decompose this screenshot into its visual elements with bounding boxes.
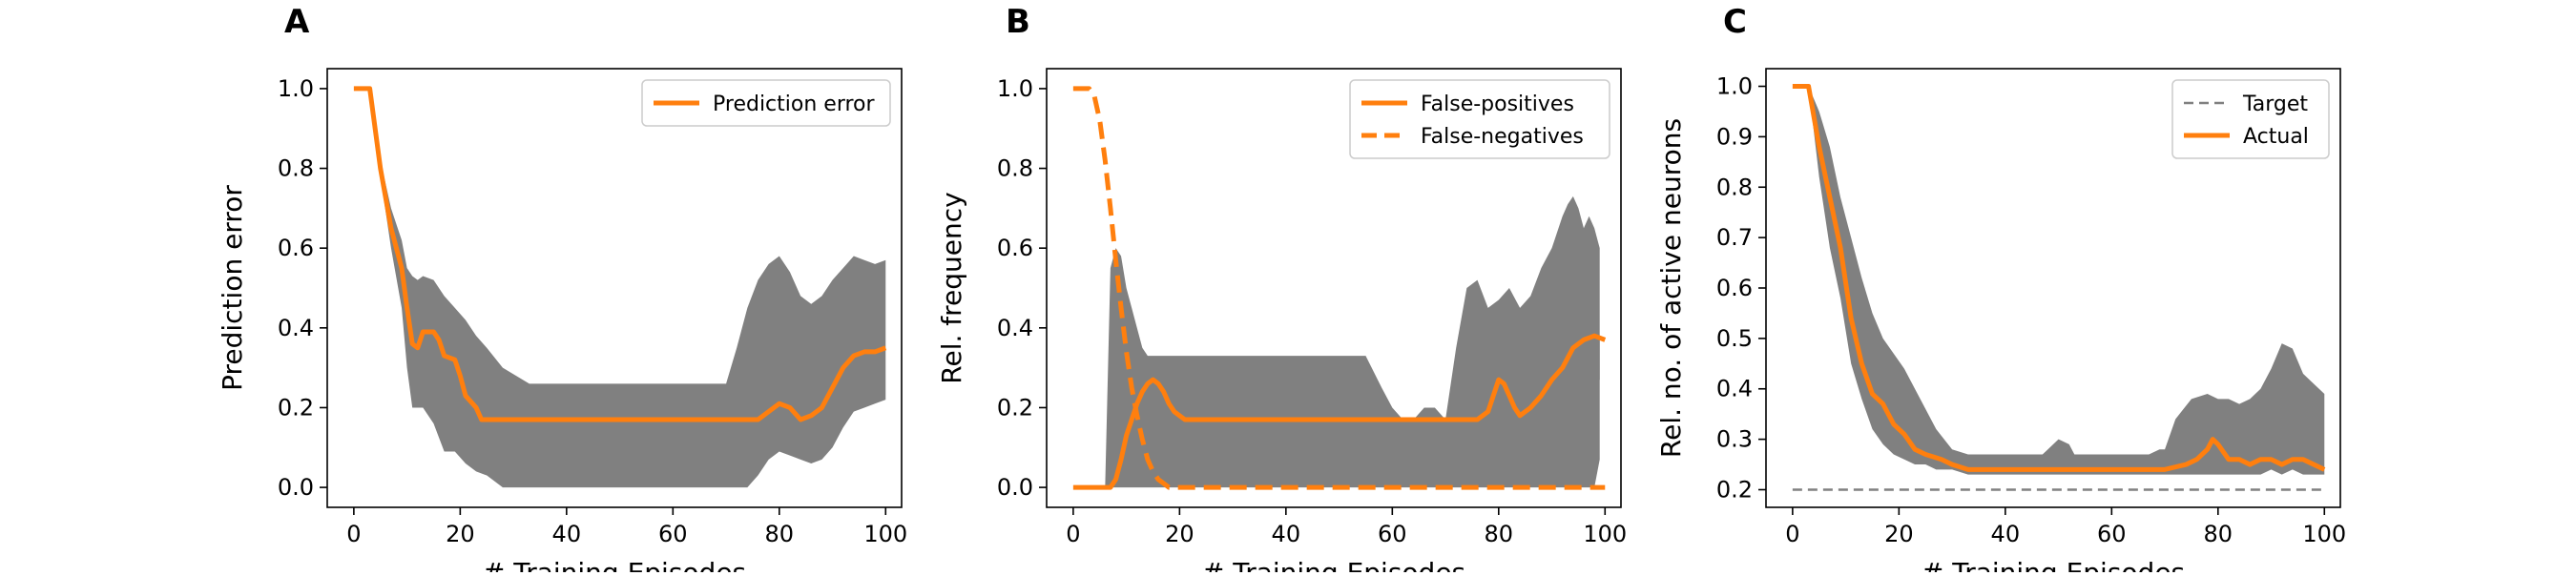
legend-label: Target [2242, 93, 2308, 116]
y-axis-label: Rel. no. of active neurons [1655, 118, 1687, 458]
axes-frame [326, 68, 903, 508]
legend-box [2171, 79, 2330, 159]
plot-area [1792, 84, 2326, 491]
panel-letter: A [284, 3, 310, 41]
x-tick-label: 100 [863, 521, 907, 547]
x-tick-label: 80 [1485, 521, 1514, 547]
y-tick-label: 0.3 [1716, 426, 1753, 453]
panel-letter: B [1006, 3, 1030, 41]
panel-b: 0 20 40 60 80 100 0.0 0.2 0.4 0.6 0.8 1.0 # Training… [936, 3, 1627, 576]
y-tick-label: 0.2 [278, 394, 314, 421]
panel-a: 0 20 40 60 80 100 0.0 0.2 0.4 0.6 0.8 1.0 # Training… [217, 3, 907, 576]
y-tick-label: 0.4 [1716, 376, 1753, 402]
x-tick-label: 40 [1272, 521, 1301, 547]
axes-frame [1046, 68, 1622, 508]
y-tick-label: 1.0 [278, 75, 314, 102]
x-tick-label: 80 [765, 521, 795, 547]
panel-letter: C [1723, 3, 1747, 41]
y-tick-label: 0.5 [1716, 325, 1753, 352]
y-axis-label: Rel. frequency [936, 192, 967, 383]
y-tick-label: 0.0 [997, 474, 1033, 501]
series-line-false-positives [1072, 333, 1607, 490]
x-tick-label: 20 [1884, 521, 1914, 547]
x-tick-label: 60 [658, 521, 688, 547]
panel-c: 0 20 40 60 80 100 0.2 0.3 0.4 0.5 0.6 0.7 0.8 0.9 1.0 #… [1655, 3, 2346, 576]
y-tick-label: 0.2 [997, 394, 1033, 421]
x-tick-label: 0 [1785, 521, 1799, 547]
x-axis-label: # Training Episodes [1922, 557, 2185, 572]
x-tick-label: 20 [446, 521, 475, 547]
x-tick-label: 40 [1991, 521, 2021, 547]
x-axis-label: # Training Episodes [1202, 557, 1465, 572]
x-tick-label: 60 [2097, 521, 2127, 547]
x-tick-label: 20 [1165, 521, 1195, 547]
legend: Prediction error [641, 79, 891, 127]
y-tick-label: 1.0 [997, 75, 1033, 102]
y-tick-label: 1.0 [1716, 73, 1753, 100]
legend-label: Actual [2243, 125, 2309, 149]
y-tick-label: 0.8 [997, 155, 1033, 182]
x-axis-label: # Training Episodes [483, 557, 746, 572]
variance-band [353, 88, 886, 488]
y-tick-label: 0.6 [1716, 275, 1753, 301]
series-line-actual [1792, 84, 2326, 472]
legend-box [641, 79, 891, 127]
y-tick-label: 0.4 [997, 315, 1033, 341]
y-tick-label: 0.9 [1716, 123, 1753, 150]
y-tick-label: 0.0 [278, 474, 314, 501]
series-line-false-negatives [1072, 86, 1606, 490]
y-tick-label: 0.6 [278, 235, 314, 261]
y-tick-label: 0.8 [1716, 174, 1753, 200]
plot-area [1072, 86, 1607, 490]
legend-box [1349, 79, 1610, 159]
x-tick-label: 80 [2204, 521, 2233, 547]
x-tick-label: 100 [1583, 521, 1627, 547]
x-tick-label: 0 [1066, 521, 1080, 547]
legend-label: False-negatives [1421, 125, 1584, 149]
variance-band [1792, 86, 2325, 475]
legend-label: False-positives [1421, 93, 1574, 116]
variance-band [1072, 195, 1600, 488]
y-tick-label: 0.2 [1716, 476, 1753, 503]
y-tick-label: 0.8 [278, 155, 314, 182]
plot-area [353, 86, 887, 488]
x-tick-label: 100 [2302, 521, 2346, 547]
legend: False-positives False-negatives [1349, 79, 1610, 159]
x-tick-label: 60 [1378, 521, 1407, 547]
x-tick-label: 0 [346, 521, 361, 547]
y-tick-label: 0.7 [1716, 224, 1753, 251]
y-axis-label: Prediction error [217, 185, 248, 391]
variance-band-secondary [1456, 336, 1600, 448]
legend-label: Prediction error [713, 93, 875, 116]
y-tick-label: 0.4 [278, 315, 314, 341]
series-line-prediction-error [353, 86, 887, 422]
y-tick-label: 0.6 [997, 235, 1033, 261]
x-tick-label: 40 [552, 521, 582, 547]
legend: Target Actual [2171, 79, 2330, 159]
